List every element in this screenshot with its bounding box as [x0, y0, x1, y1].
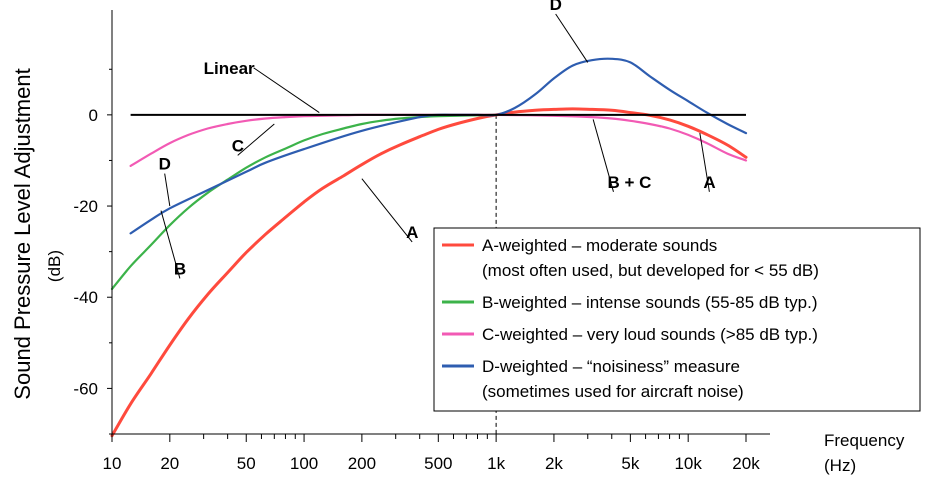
annotation-leader — [237, 123, 275, 156]
series-line-b-weighted — [110, 113, 498, 291]
x-axis-unit: (Hz) — [824, 456, 856, 475]
annotation-leader — [160, 210, 181, 279]
y-tick-label: -20 — [73, 197, 98, 216]
y-tick-label: -40 — [73, 288, 98, 307]
annotation-label: B + C — [607, 173, 651, 192]
legend-label-d-weighted: (sometimes used for aircraft noise) — [482, 382, 744, 401]
x-tick-label: 500 — [424, 454, 452, 473]
legend-label-b-weighted: B-weighted – intense sounds (55-85 dB ty… — [482, 293, 817, 312]
series-line-a-weighted — [110, 107, 748, 438]
x-tick-label: 20k — [732, 454, 760, 473]
x-tick-label: 1k — [487, 454, 505, 473]
annotation-label: D — [550, 0, 562, 14]
y-axis-title: Sound Pressure Level Adjustment — [10, 68, 35, 399]
x-tick-label: 200 — [348, 454, 376, 473]
legend-label-a-weighted: (most often used, but developed for < 55… — [482, 261, 819, 280]
annotation-leader — [253, 67, 320, 113]
annotation-leader — [361, 178, 413, 243]
y-tick-label: 0 — [89, 106, 98, 125]
annotation-label: Linear — [204, 59, 255, 78]
y-tick-label: -60 — [73, 379, 98, 398]
axes: 0 -20 -40 -60 10 20 50 100 200 500 1k 2k 5k 10k 20k — [73, 10, 770, 473]
x-tick-label: 5k — [621, 454, 639, 473]
x-tick-label: 10k — [674, 454, 702, 473]
annotation-leader — [164, 173, 171, 207]
annotation-label: B — [174, 259, 186, 278]
curve-annotations: Linear C D B A D B + C A — [159, 0, 716, 279]
legend-label-d-weighted: D-weighted – “noisiness” measure — [482, 357, 740, 376]
annotation-label: A — [703, 173, 715, 192]
annotation-label: A — [406, 223, 418, 242]
x-axis-title: Frequency — [824, 431, 905, 450]
series-line-c-weighted — [129, 113, 748, 167]
x-tick-label: 50 — [237, 454, 256, 473]
annotation-leader — [592, 119, 614, 192]
y-axis-unit: (dB) — [45, 250, 64, 282]
annotation-label: D — [159, 155, 171, 174]
annotation-label: C — [232, 136, 244, 155]
x-tick-label: 2k — [545, 454, 563, 473]
x-tick-label: 10 — [103, 454, 122, 473]
x-tick-label: 20 — [160, 454, 179, 473]
annotation-leader — [699, 133, 710, 192]
legend: A-weighted – moderate sounds (most often … — [433, 227, 921, 412]
series-line-d-weighted — [129, 57, 748, 235]
x-tick-label: 100 — [290, 454, 318, 473]
legend-label-a-weighted: A-weighted – moderate sounds — [482, 236, 717, 255]
annotation-leader — [555, 13, 589, 63]
legend-label-c-weighted: C-weighted – very loud sounds (>85 dB ty… — [482, 325, 818, 344]
series-lines — [110, 57, 748, 438]
legend-box — [433, 227, 921, 412]
